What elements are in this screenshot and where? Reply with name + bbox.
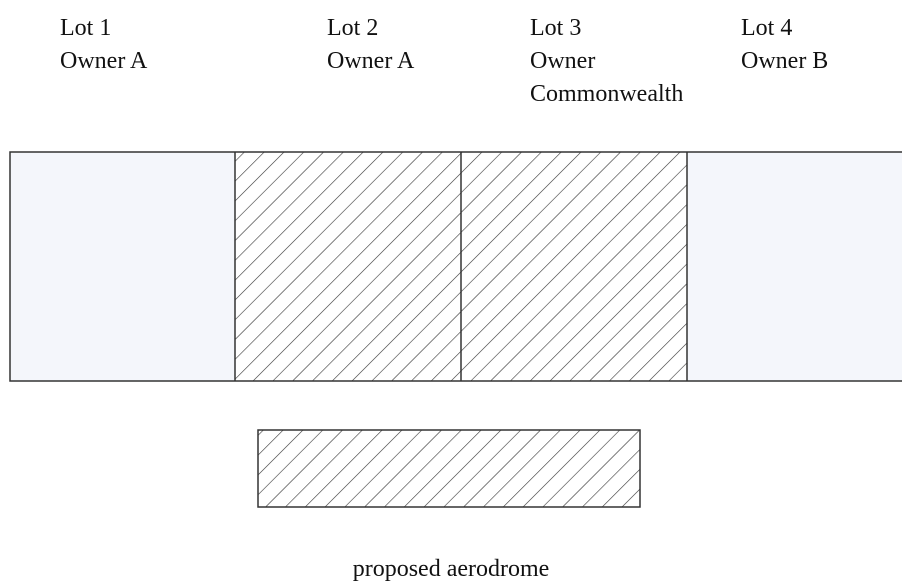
lot-area bbox=[461, 152, 687, 381]
lot-area bbox=[10, 152, 235, 381]
lot-owner: Owner A bbox=[60, 48, 148, 74]
lot-label: Lot 1 bbox=[60, 15, 112, 41]
lot-label-group: Lot 2 Owner A bbox=[327, 12, 532, 78]
lot-owner: Owner Commonwealth bbox=[530, 48, 684, 107]
lot-area bbox=[687, 152, 902, 381]
lot-label: Lot 3 bbox=[530, 15, 582, 41]
lot-owner: Owner B bbox=[741, 48, 829, 74]
lot-label: Lot 4 bbox=[741, 15, 793, 41]
lot-area bbox=[235, 152, 461, 381]
lot-label-group: Lot 3 Owner Commonwealth bbox=[530, 12, 730, 111]
strip-outline bbox=[9, 151, 902, 382]
lot-label: Lot 2 bbox=[327, 15, 379, 41]
legend-label: proposed aerodrome bbox=[352, 556, 550, 582]
legend-swatch bbox=[257, 429, 641, 508]
lot-label-group: Lot 1 Owner A bbox=[60, 12, 265, 78]
lot-owner: Owner A bbox=[327, 48, 415, 74]
lot-label-group: Lot 4 Owner B bbox=[741, 12, 901, 78]
